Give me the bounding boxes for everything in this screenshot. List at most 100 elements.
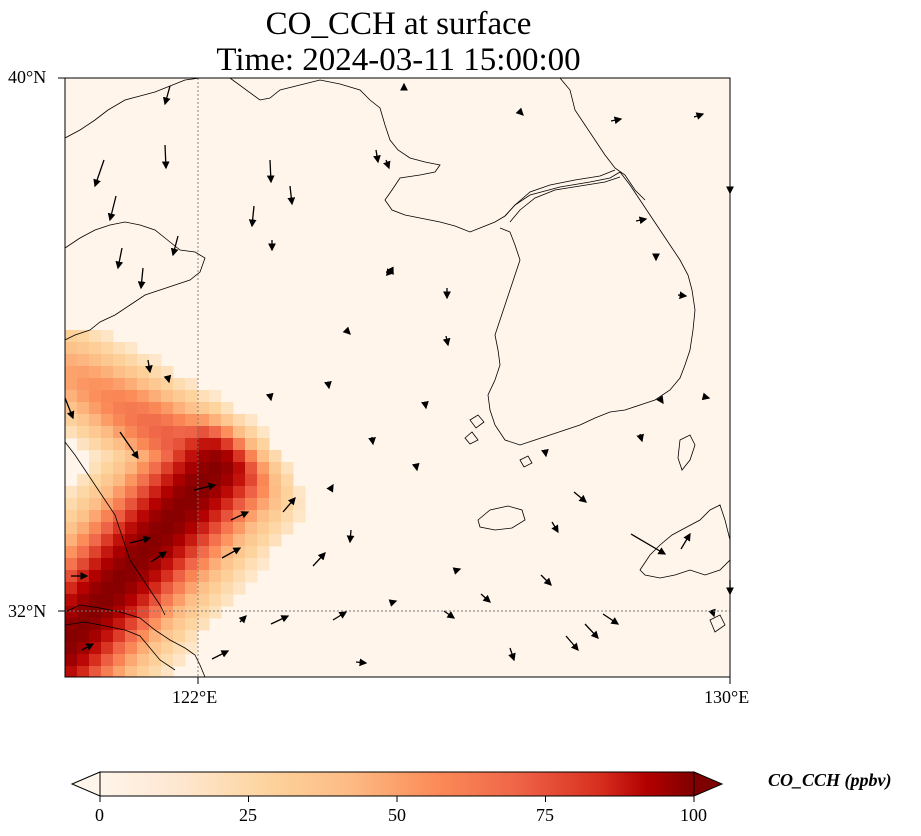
plume-cell (101, 654, 114, 667)
plume-cell (197, 438, 210, 451)
wind-arrow (573, 491, 587, 503)
plume-cell (137, 582, 150, 595)
plume-cell (233, 570, 246, 583)
plume-cell (221, 498, 234, 511)
plume-cell (245, 438, 258, 451)
wind-arrow (565, 635, 579, 651)
plume-cell (137, 378, 150, 391)
wind-arrow (584, 623, 599, 639)
wind-arrow (693, 112, 705, 120)
plume-cell (161, 630, 174, 643)
lon-label-122e: 122°E (172, 687, 218, 707)
plume-cell (137, 438, 150, 451)
plume-cell (65, 486, 78, 499)
plume-cell (149, 534, 162, 547)
wind-arrow (515, 107, 524, 116)
plume-cell (173, 594, 186, 607)
plume-cell (173, 642, 186, 655)
wind-arrow (508, 647, 516, 662)
plume-cell (101, 330, 114, 343)
plume-cell (209, 474, 222, 487)
plume-cell (209, 390, 222, 403)
plume-cell (185, 534, 198, 547)
map-subtitle-time: Time: 2024-03-11 15:00:00 (216, 42, 581, 78)
plume-cell (149, 438, 162, 451)
wind-arrow (107, 195, 117, 222)
wind-arrow (270, 615, 290, 625)
plume-cell (65, 498, 78, 511)
plume-cell (173, 654, 186, 667)
plume-cell (113, 366, 126, 379)
plume-cell (161, 654, 174, 667)
plume-cell (209, 606, 222, 619)
plume-cell (89, 486, 102, 499)
plume-cell (209, 462, 222, 475)
plume-cell (65, 630, 78, 643)
wind-arrow (411, 462, 420, 472)
wind-arrow (326, 483, 334, 493)
plume-cell (257, 498, 270, 511)
wind-arrow (656, 395, 664, 405)
plume-cell (197, 570, 210, 583)
plume-cell (89, 498, 102, 511)
plume-cell (257, 438, 270, 451)
plume-cell (89, 378, 102, 391)
plume-cell (293, 498, 306, 511)
plume-cell (185, 450, 198, 463)
plume-cell (101, 570, 114, 583)
plume-cell (233, 462, 246, 475)
plume-cell (125, 546, 138, 559)
plume-cell (185, 642, 198, 655)
plume-cell (281, 486, 294, 499)
plume-cell (65, 414, 78, 427)
plume-cell (245, 414, 258, 427)
plume-cell (89, 342, 102, 355)
plume-cell (233, 582, 246, 595)
plume-cell (185, 390, 198, 403)
wind-arrow (680, 532, 691, 550)
plume-cell (197, 606, 210, 619)
plume-cell (209, 570, 222, 583)
wind-arrow (342, 326, 351, 335)
wind-arrow (443, 610, 456, 619)
plume-cell (173, 498, 186, 511)
plume-cell (245, 474, 258, 487)
plume-cell (137, 654, 150, 667)
plume-cell (137, 558, 150, 571)
plume-cell (173, 462, 186, 475)
plume-cell (101, 342, 114, 355)
plume-cell (257, 486, 270, 499)
plume-cell (173, 474, 186, 487)
plume-cell (113, 354, 126, 367)
plume-cell (185, 510, 198, 523)
plume-cell (173, 558, 186, 571)
plume-cell (89, 474, 102, 487)
plume-cell (101, 390, 114, 403)
plume-cell (197, 450, 210, 463)
colorbar-body (100, 772, 694, 796)
plume-cell (89, 594, 102, 607)
plume-cell (197, 618, 210, 631)
plume-cell (197, 594, 210, 607)
plume-cell (89, 330, 102, 343)
plume-cell (89, 510, 102, 523)
plume-cell (125, 426, 138, 439)
plume-cell (125, 666, 138, 677)
plume-cell (137, 630, 150, 643)
wind-vectors (64, 82, 734, 667)
plume-cell (125, 630, 138, 643)
plume-cell (257, 510, 270, 523)
plume-cell (173, 486, 186, 499)
plume-cell (221, 558, 234, 571)
plume-cell (125, 654, 138, 667)
plume-cell (245, 498, 258, 511)
plume-cell (149, 366, 162, 379)
plume-cell (221, 534, 234, 547)
plume-cell (221, 414, 234, 427)
plume-cell (113, 498, 126, 511)
plume-cell (281, 510, 294, 523)
lat-label-40n: 40°N (8, 67, 47, 87)
plume-cell (173, 582, 186, 595)
plume-cell (101, 378, 114, 391)
